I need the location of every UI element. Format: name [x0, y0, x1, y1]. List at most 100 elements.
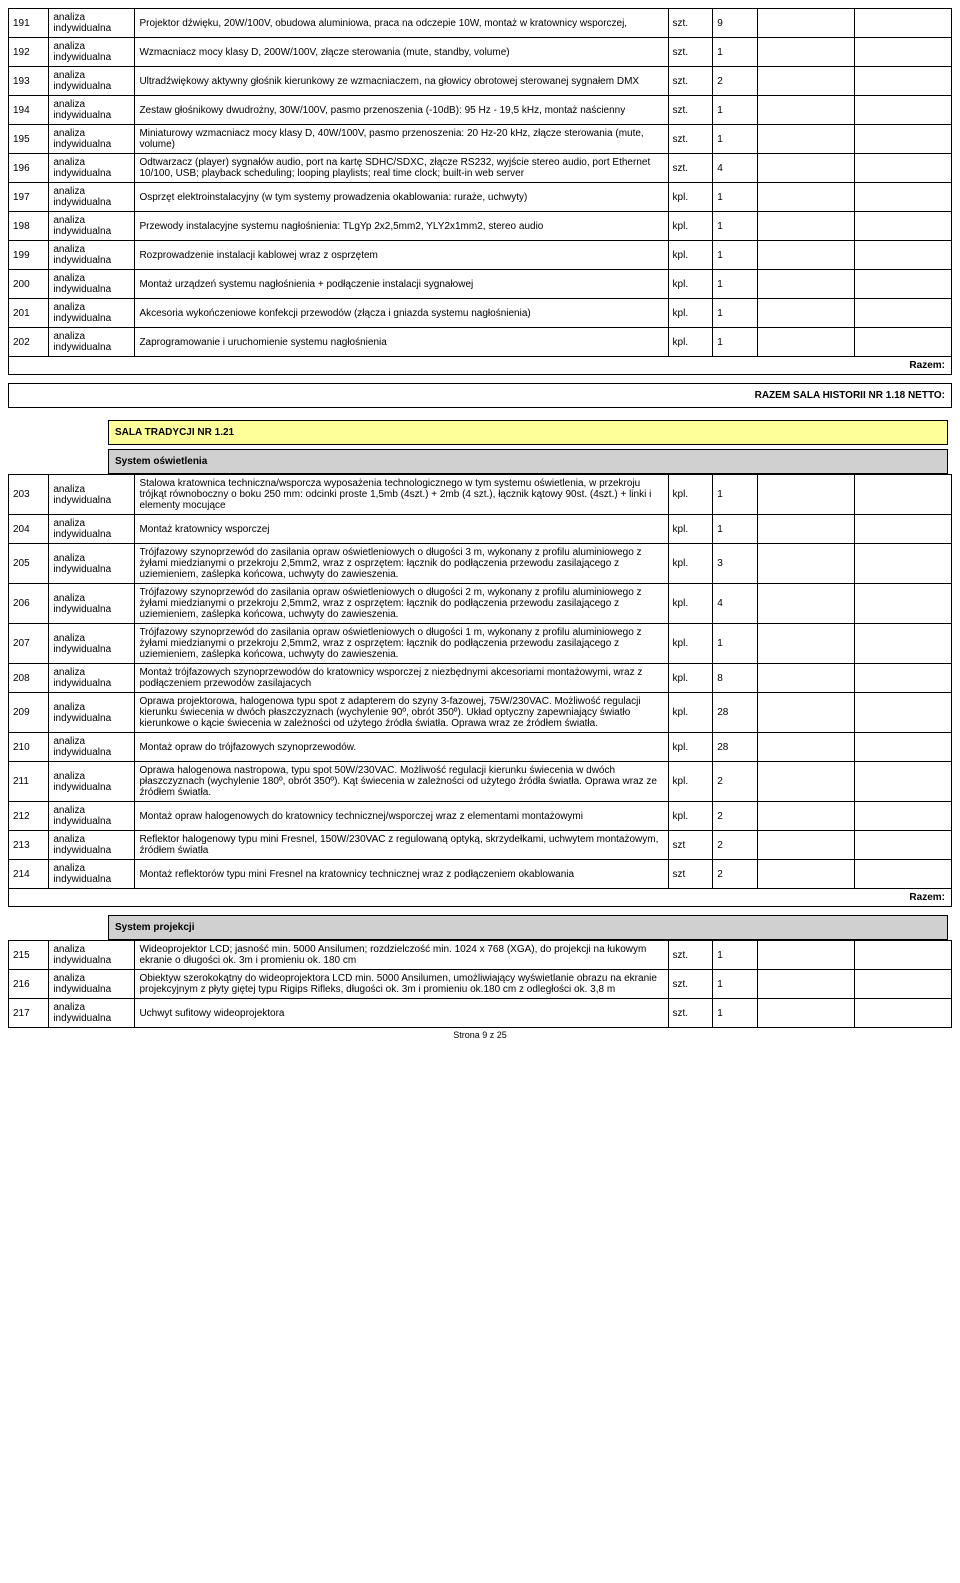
row-empty2 [854, 544, 951, 584]
row-qty: 2 [713, 762, 758, 802]
row-qty: 1 [713, 38, 758, 67]
row-basis: analizaindywidualna [49, 941, 135, 970]
row-description: Projektor dźwięku, 20W/100V, obudowa alu… [135, 9, 668, 38]
row-qty: 1 [713, 241, 758, 270]
row-qty: 4 [713, 584, 758, 624]
row-number: 191 [9, 9, 49, 38]
row-unit: kpl. [668, 183, 713, 212]
table-row: 213analizaindywidualnaReflektor halogeno… [9, 831, 952, 860]
row-basis: analizaindywidualna [49, 802, 135, 831]
row-number: 207 [9, 624, 49, 664]
row-description: Przewody instalacyjne systemu nagłośnien… [135, 212, 668, 241]
row-number: 196 [9, 154, 49, 183]
row-qty: 1 [713, 941, 758, 970]
row-empty2 [854, 762, 951, 802]
row-basis: analizaindywidualna [49, 270, 135, 299]
row-empty1 [757, 9, 854, 38]
page-footer: Strona 9 z 25 [8, 1030, 952, 1040]
row-qty: 1 [713, 183, 758, 212]
table-row: 199analizaindywidualnaRozprowadzenie ins… [9, 241, 952, 270]
row-basis: analizaindywidualna [49, 584, 135, 624]
row-basis: analizaindywidualna [49, 475, 135, 515]
row-basis: analizaindywidualna [49, 624, 135, 664]
row-number: 204 [9, 515, 49, 544]
table-row: 207analizaindywidualnaTrójfazowy szynopr… [9, 624, 952, 664]
row-number: 211 [9, 762, 49, 802]
row-qty: 1 [713, 999, 758, 1028]
row-description: Miniaturowy wzmacniacz mocy klasy D, 40W… [135, 125, 668, 154]
row-basis: analizaindywidualna [49, 860, 135, 889]
razem-row-a: Razem: [9, 357, 952, 375]
row-number: 192 [9, 38, 49, 67]
table-row: 191analizaindywidualnaProjektor dźwięku,… [9, 9, 952, 38]
row-qty: 1 [713, 299, 758, 328]
row-number: 202 [9, 328, 49, 357]
row-basis: analizaindywidualna [49, 831, 135, 860]
row-qty: 2 [713, 802, 758, 831]
row-basis: analizaindywidualna [49, 154, 135, 183]
row-description: Odtwarzacz (player) sygnałów audio, port… [135, 154, 668, 183]
row-empty2 [854, 733, 951, 762]
row-empty2 [854, 125, 951, 154]
table-row: 211analizaindywidualnaOprawa halogenowa … [9, 762, 952, 802]
row-number: 205 [9, 544, 49, 584]
row-description: Zestaw głośnikowy dwudrożny, 30W/100V, p… [135, 96, 668, 125]
row-qty: 9 [713, 9, 758, 38]
row-unit: szt. [668, 125, 713, 154]
razem-label: Razem: [9, 357, 952, 375]
row-empty1 [757, 125, 854, 154]
row-unit: kpl. [668, 544, 713, 584]
row-qty: 1 [713, 970, 758, 999]
row-empty1 [757, 328, 854, 357]
table-row: 208analizaindywidualnaMontaż trójfazowyc… [9, 664, 952, 693]
row-number: 200 [9, 270, 49, 299]
row-basis: analizaindywidualna [49, 67, 135, 96]
row-empty2 [854, 515, 951, 544]
table-row: 202analizaindywidualnaZaprogramowanie i … [9, 328, 952, 357]
row-basis: analizaindywidualna [49, 515, 135, 544]
row-empty2 [854, 860, 951, 889]
row-number: 214 [9, 860, 49, 889]
row-basis: analizaindywidualna [49, 733, 135, 762]
row-unit: kpl. [668, 241, 713, 270]
table-row: 197analizaindywidualnaOsprzęt elektroins… [9, 183, 952, 212]
row-qty: 1 [713, 328, 758, 357]
row-unit: szt. [668, 999, 713, 1028]
row-empty1 [757, 96, 854, 125]
row-number: 198 [9, 212, 49, 241]
row-description: Ultradźwiękowy aktywny głośnik kierunkow… [135, 67, 668, 96]
row-description: Akcesoria wykończeniowe konfekcji przewo… [135, 299, 668, 328]
row-empty2 [854, 999, 951, 1028]
row-empty2 [854, 154, 951, 183]
row-description: Montaż opraw do trójfazowych szynoprzewo… [135, 733, 668, 762]
row-empty1 [757, 241, 854, 270]
row-number: 215 [9, 941, 49, 970]
row-unit: kpl. [668, 299, 713, 328]
row-empty1 [757, 860, 854, 889]
row-unit: szt [668, 860, 713, 889]
row-empty1 [757, 212, 854, 241]
row-description: Wzmacniacz mocy klasy D, 200W/100V, złąc… [135, 38, 668, 67]
row-number: 197 [9, 183, 49, 212]
row-empty1 [757, 67, 854, 96]
row-basis: analizaindywidualna [49, 328, 135, 357]
row-description: Trójfazowy szynoprzewód do zasilania opr… [135, 544, 668, 584]
row-empty2 [854, 270, 951, 299]
row-qty: 1 [713, 96, 758, 125]
row-empty2 [854, 664, 951, 693]
row-empty2 [854, 475, 951, 515]
row-number: 217 [9, 999, 49, 1028]
row-description: Obiektyw szerokokątny do wideoprojektora… [135, 970, 668, 999]
row-description: Reflektor halogenowy typu mini Fresnel, … [135, 831, 668, 860]
row-number: 193 [9, 67, 49, 96]
row-empty2 [854, 970, 951, 999]
row-basis: analizaindywidualna [49, 241, 135, 270]
row-empty1 [757, 38, 854, 67]
row-basis: analizaindywidualna [49, 125, 135, 154]
row-unit: kpl. [668, 584, 713, 624]
row-unit: kpl. [668, 475, 713, 515]
row-empty1 [757, 475, 854, 515]
table-row: 206analizaindywidualnaTrójfazowy szynopr… [9, 584, 952, 624]
row-unit: kpl. [668, 624, 713, 664]
row-empty2 [854, 624, 951, 664]
